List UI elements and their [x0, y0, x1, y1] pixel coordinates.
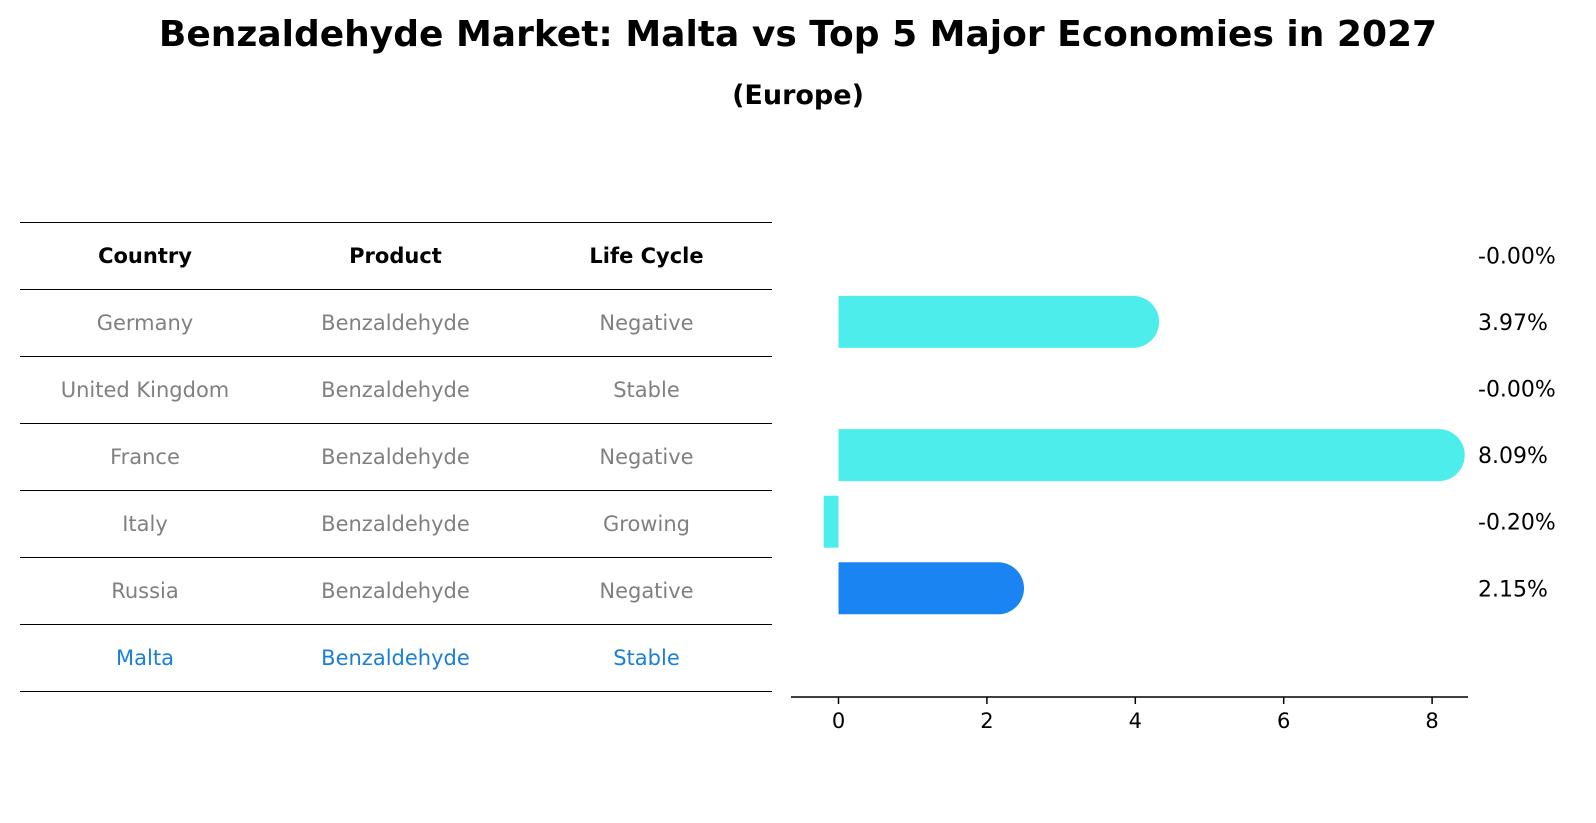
x-axis: 0 2 4 6 8: [791, 696, 1468, 733]
cell-country: France: [20, 423, 270, 491]
cell-product: Benzaldehyde: [269, 289, 521, 357]
x-tick-label: 4: [1129, 709, 1142, 733]
value-label-germany: -0.00%: [1478, 244, 1556, 269]
header-country: Country: [20, 222, 270, 290]
x-tick-label: 6: [1277, 709, 1290, 733]
bar-united-kingdom: [838, 295, 1160, 348]
cell-country: Russia: [20, 557, 270, 625]
cell-life-cycle: Growing: [520, 490, 772, 558]
chart-subtitle: (Europe): [732, 80, 864, 111]
table-row: France Benzaldehyde Negative: [20, 423, 772, 491]
x-tick-label: 2: [980, 709, 993, 733]
bars-group: [823, 295, 1465, 615]
cell-product: Benzaldehyde: [269, 557, 521, 625]
header-product: Product: [269, 222, 521, 290]
table-row-highlighted: Malta Benzaldehyde Stable: [20, 624, 772, 692]
cell-country: United Kingdom: [20, 356, 270, 424]
table-row: Russia Benzaldehyde Negative: [20, 557, 772, 625]
x-tick-label: 0: [832, 709, 845, 733]
value-label-malta: 2.15%: [1478, 577, 1548, 602]
cell-life-cycle: Stable: [520, 624, 772, 692]
x-tick-label: 8: [1425, 709, 1438, 733]
cell-country: Malta: [20, 624, 270, 692]
value-label-russia: -0.20%: [1478, 511, 1556, 536]
cell-product: Benzaldehyde: [269, 423, 521, 491]
bar-italy: [838, 429, 1465, 482]
table-row: Italy Benzaldehyde Growing: [20, 490, 772, 558]
cell-product: Benzaldehyde: [269, 356, 521, 424]
header-life-cycle: Life Cycle: [520, 222, 772, 290]
table-row: Germany Benzaldehyde Negative: [20, 289, 772, 357]
cell-life-cycle: Negative: [520, 423, 772, 491]
cell-life-cycle: Negative: [520, 557, 772, 625]
bar-malta: [838, 562, 1025, 615]
cell-life-cycle: Negative: [520, 289, 772, 357]
table-row: United Kingdom Benzaldehyde Stable: [20, 356, 772, 424]
chart-title: Benzaldehyde Market: Malta vs Top 5 Majo…: [158, 14, 1438, 55]
cell-product: Benzaldehyde: [269, 490, 521, 558]
value-label-france: -0.00%: [1478, 378, 1556, 403]
cell-country: Italy: [20, 490, 270, 558]
table-header-row: Country Product Life Cycle: [20, 222, 772, 290]
country-table: Country Product Life Cycle Germany Benza…: [20, 222, 772, 692]
value-labels-group: -0.00% 3.97% -0.00% 8.09% -0.20% 2.15%: [1478, 244, 1556, 602]
value-label-united-kingdom: 3.97%: [1478, 311, 1548, 336]
cell-country: Germany: [20, 289, 270, 357]
cell-product: Benzaldehyde: [269, 624, 521, 692]
bar-russia: [823, 495, 839, 548]
value-label-italy: 8.09%: [1478, 444, 1548, 469]
